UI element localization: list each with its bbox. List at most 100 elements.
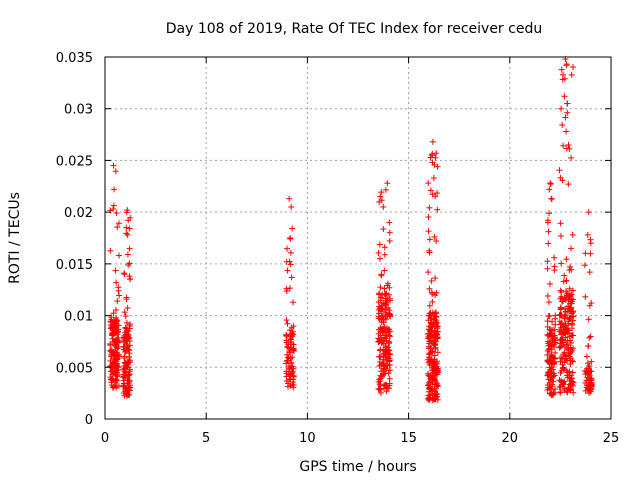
data-point	[548, 318, 555, 325]
data-point	[427, 187, 434, 194]
data-point	[584, 231, 591, 238]
plot-frame	[104, 56, 612, 420]
data-point	[557, 311, 564, 318]
data-point	[124, 358, 131, 365]
data-point	[284, 267, 291, 274]
data-point	[557, 369, 564, 376]
data-point	[386, 361, 393, 368]
data-point	[287, 375, 294, 382]
data-point	[588, 358, 595, 365]
data-point	[283, 288, 290, 295]
data-point	[566, 305, 573, 312]
data-point	[547, 376, 554, 383]
data-point	[548, 392, 555, 399]
data-point	[112, 168, 119, 175]
data-point	[114, 351, 121, 358]
data-point	[561, 75, 568, 82]
data-point	[113, 322, 120, 329]
data-point	[561, 295, 568, 302]
data-point	[565, 385, 572, 392]
data-point	[565, 318, 572, 325]
data-point	[115, 220, 122, 227]
x-tick-label: 5	[202, 431, 210, 446]
data-point	[564, 389, 571, 396]
data-point	[121, 353, 128, 360]
data-point	[548, 364, 555, 371]
data-point	[376, 358, 383, 365]
data-point	[386, 382, 393, 389]
data-point	[124, 251, 131, 258]
data-point	[124, 231, 131, 238]
data-point	[546, 280, 553, 287]
data-point	[551, 267, 558, 274]
data-point	[428, 289, 435, 296]
data-point	[432, 329, 439, 336]
data-point	[432, 345, 439, 352]
data-point	[567, 377, 574, 384]
data-point	[545, 369, 552, 376]
data-point	[551, 341, 558, 348]
data-point	[586, 302, 593, 309]
data-point	[561, 366, 568, 373]
data-point	[558, 66, 565, 73]
data-point	[586, 334, 593, 341]
data-point	[123, 364, 130, 371]
data-point	[425, 269, 432, 276]
data-point	[568, 380, 575, 387]
data-point	[548, 195, 555, 202]
data-point	[126, 273, 133, 280]
data-point	[122, 375, 129, 382]
data-point	[381, 334, 388, 341]
data-point	[113, 316, 120, 323]
data-point	[385, 385, 392, 392]
data-point	[284, 320, 291, 327]
data-point	[434, 390, 441, 397]
data-point	[545, 240, 552, 247]
data-point	[587, 250, 594, 257]
data-point	[377, 346, 384, 353]
data-point	[562, 114, 569, 121]
data-point	[380, 337, 387, 344]
y-tick-label: 0.01	[64, 310, 93, 325]
data-point	[123, 319, 130, 326]
data-point	[127, 275, 134, 282]
data-point	[432, 396, 439, 403]
data-point	[587, 375, 594, 382]
data-point	[110, 206, 117, 213]
data-point	[386, 347, 393, 354]
data-points	[107, 56, 595, 404]
data-point	[286, 285, 293, 292]
data-point	[568, 339, 575, 346]
data-point	[564, 109, 571, 116]
data-point	[560, 339, 567, 346]
data-point	[126, 245, 133, 252]
data-point	[585, 367, 592, 374]
data-point	[123, 224, 130, 231]
data-point	[377, 305, 384, 312]
data-point	[426, 247, 433, 254]
data-point	[113, 279, 120, 286]
data-point	[559, 298, 566, 305]
data-point	[558, 260, 565, 267]
data-point	[385, 304, 392, 311]
data-point	[561, 349, 568, 356]
data-point	[564, 337, 571, 344]
data-point	[561, 93, 568, 100]
data-point	[548, 370, 555, 377]
data-point	[380, 370, 387, 377]
data-point	[125, 391, 132, 398]
data-point	[382, 309, 389, 316]
data-point	[381, 244, 388, 251]
data-point	[116, 252, 123, 259]
data-point	[121, 309, 128, 316]
data-point	[376, 290, 383, 297]
data-point	[386, 310, 393, 317]
y-tick-label: 0.035	[56, 51, 93, 66]
data-point	[290, 323, 297, 330]
data-point	[583, 353, 590, 360]
data-point	[425, 397, 432, 404]
data-point	[582, 387, 589, 394]
data-point	[386, 237, 393, 244]
data-point	[587, 333, 594, 340]
data-point	[123, 230, 130, 237]
